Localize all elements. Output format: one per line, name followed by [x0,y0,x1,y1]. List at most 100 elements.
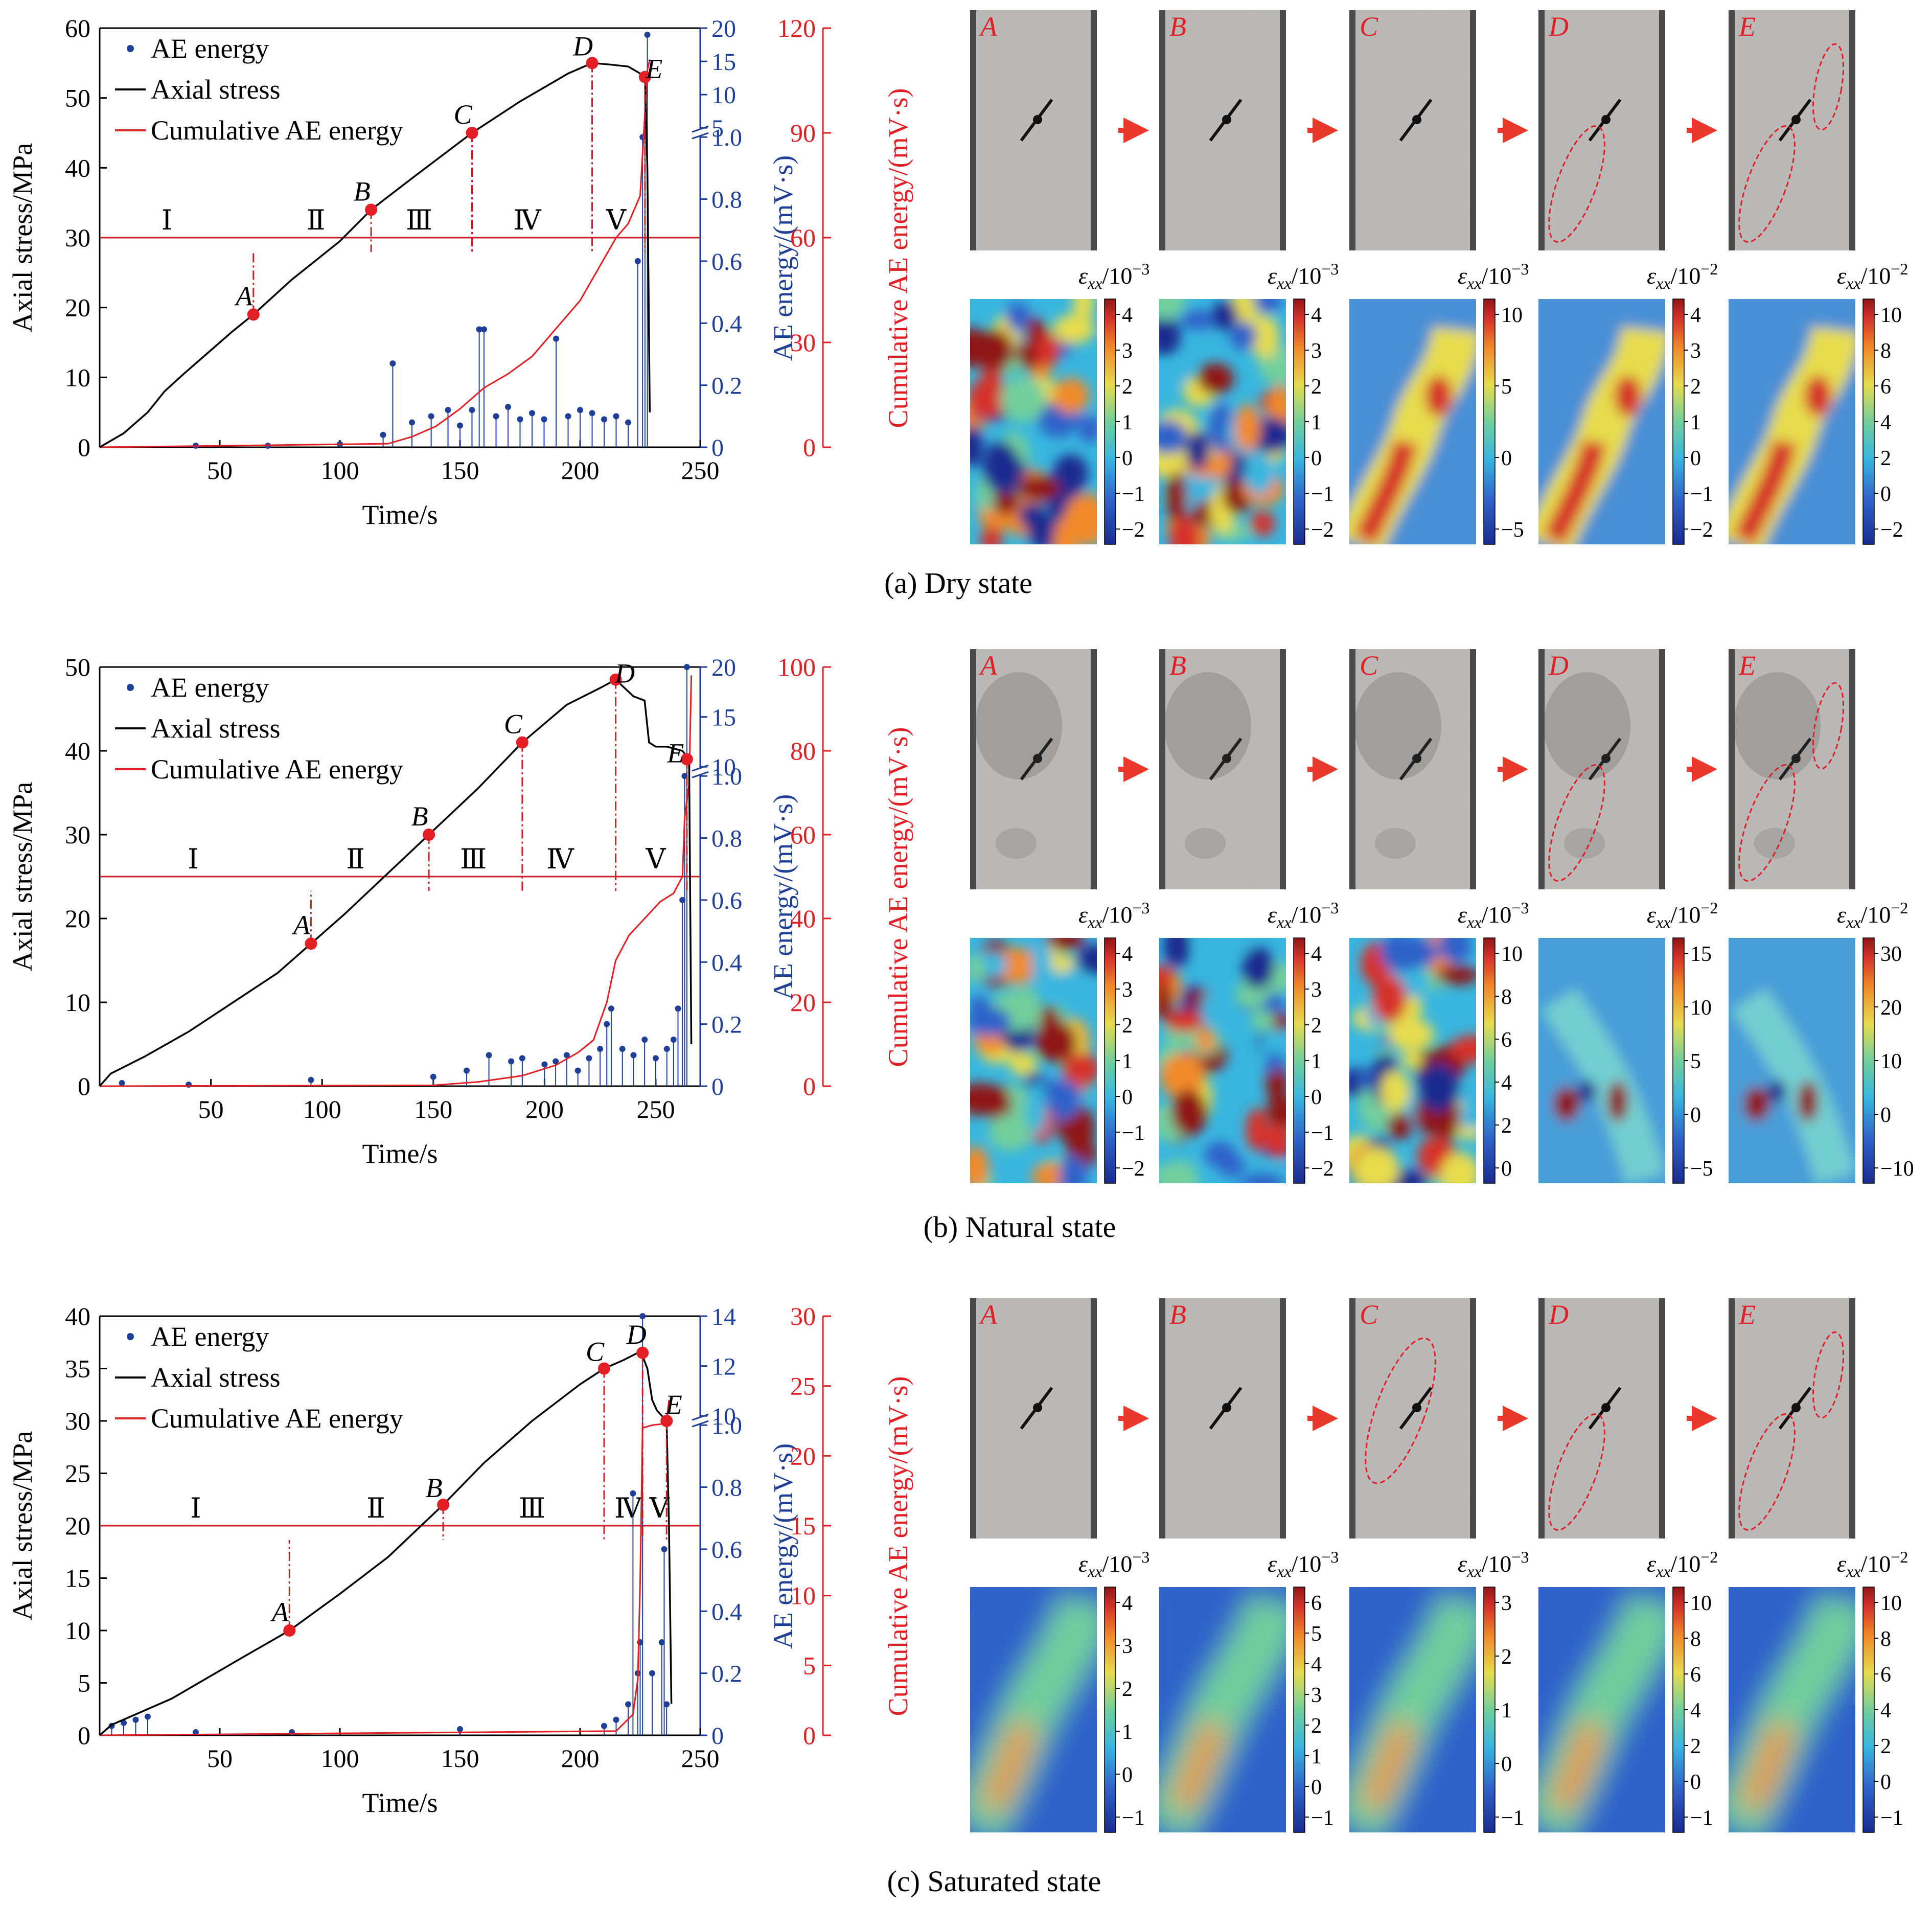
flaw-center-hole [1601,754,1611,763]
colorbar-tick-label: 0 [1311,447,1322,470]
ae-point [409,419,415,426]
strain-label: εxx/10−3 [1078,899,1149,931]
specimen-edge [1280,649,1286,889]
strain-field-map [1349,1587,1476,1832]
strain-blob [1159,299,1186,320]
strain-blob [1607,1081,1628,1122]
colorbar-tick-label: 4 [1880,411,1891,434]
ae-point [683,664,690,670]
specimen-edge [1349,10,1355,250]
ae-point [430,1073,436,1080]
ae-point [541,1061,548,1068]
colorbar: 10 8 6 4 2 0 −1 [1672,1587,1713,1833]
ae-point [675,1005,681,1012]
legend-stress-label: Axial stress [151,74,280,105]
strain-field-map [970,1587,1097,1832]
strain-blob [1246,1108,1268,1151]
ae-point [625,419,631,426]
specimen-texture [1349,10,1476,250]
colorbar-tick-label: 4 [1122,943,1133,966]
specimen-edge [1659,10,1665,250]
flaw-center-hole [1033,115,1042,124]
crack-zone-ellipse [1365,1337,1436,1484]
legend-cumulative-label: Cumulative AE energy [151,1403,403,1434]
y-tick-label: 60 [65,14,90,42]
ae-point [145,1713,151,1720]
strain-blob [1265,1121,1286,1158]
flaw-center-hole [1601,115,1611,124]
strain-blob [1353,1147,1399,1183]
specimen-stage-letter: A [979,650,998,681]
axial-stress-line [99,1351,673,1736]
legend-stress-label: Axial stress [151,713,280,744]
strain-label: εxx/10−2 [1837,1548,1908,1580]
ae-point [679,897,686,903]
crack-zone-ellipse [1738,764,1796,882]
strain-band-core [1354,440,1417,544]
specimen-edge [970,649,976,889]
colorbar-tick-label: 4 [1690,304,1701,327]
x-tick-label: 50 [207,1744,233,1773]
key-point-label: B [411,801,428,832]
ae-point [445,407,451,414]
cumulative-tick-label: 0 [803,1072,816,1100]
panel-saturated-state: 50 100 150 200 250Time/s0510152025303540Axia… [7,1298,1908,1898]
moisture-stain [1544,672,1630,779]
strain-blob [1018,475,1061,501]
colorbar-tick-label: −2 [1880,518,1903,542]
ae-tick-label: 0 [711,1723,724,1750]
strain-blob [1265,1052,1285,1072]
colorbar-tick-label: 20 [1880,996,1902,1020]
crack-zone-ellipse [1812,1331,1845,1419]
colorbar-tick-label: 1 [1122,1050,1133,1073]
strain-label: εxx/10−3 [1458,260,1529,292]
ae-point [613,413,619,420]
ae-point [630,1052,637,1059]
ae-point [486,1052,492,1059]
specimen-texture [1159,10,1286,250]
strain-blob [1159,966,1175,985]
y-tick-label: 0 [78,433,90,462]
ae-point [658,1639,665,1645]
colorbar-tick-label: 6 [1690,1663,1701,1687]
flaw-center-hole [1412,115,1421,124]
colorbar-tick-label: −1 [1690,483,1713,506]
strain-blob [1166,472,1187,522]
cumulative-ae-line [99,59,651,448]
x-tick-label: 250 [636,1095,675,1123]
colorbar-gradient [1104,937,1116,1184]
moisture-stain [996,828,1037,859]
key-point-marker [636,1346,649,1359]
strain-blob [1450,1035,1476,1063]
ae-tick-label: 0.8 [711,825,742,853]
colorbar-gradient [1293,298,1305,545]
y-tick-label: 40 [65,1302,90,1330]
natural-state-specimens: Aεxx/10−343210−1−2Bεxx/10−343210−1−2Cεxx… [970,649,1914,1184]
crack-zone-ellipse [1812,43,1845,131]
ae-point [661,1546,668,1552]
strain-field-map [1729,1587,1855,1832]
strain-blob [1078,415,1097,443]
strain-blob [970,425,983,467]
x-tick-label: 200 [561,456,600,485]
crack-zone-ellipse [1548,764,1605,882]
caption-saturated: (c) Saturated state [887,1865,1101,1898]
colorbar-tick-label: 8 [1880,1627,1891,1651]
strain-label: εxx/10−2 [1837,260,1908,292]
ae-tick-label: 15 [711,704,736,731]
strain-blob [1459,1105,1476,1129]
colorbar-tick-label: −1 [1311,1806,1334,1830]
strain-field-map [1729,299,1855,544]
strain-blob [1230,321,1257,351]
cumulative-tick-label: 5 [803,1651,816,1680]
y-tick-label: 15 [65,1564,90,1593]
specimen-photo: C [1349,1298,1476,1538]
colorbar-tick-label: 2 [1501,1645,1512,1669]
specimen-photo: D [1538,1298,1665,1538]
colorbar-tick-label: 4 [1690,1699,1701,1723]
ae-point [517,416,523,423]
colorbar-tick-label: −1 [1122,1806,1145,1830]
strain-blob [1440,1152,1476,1183]
